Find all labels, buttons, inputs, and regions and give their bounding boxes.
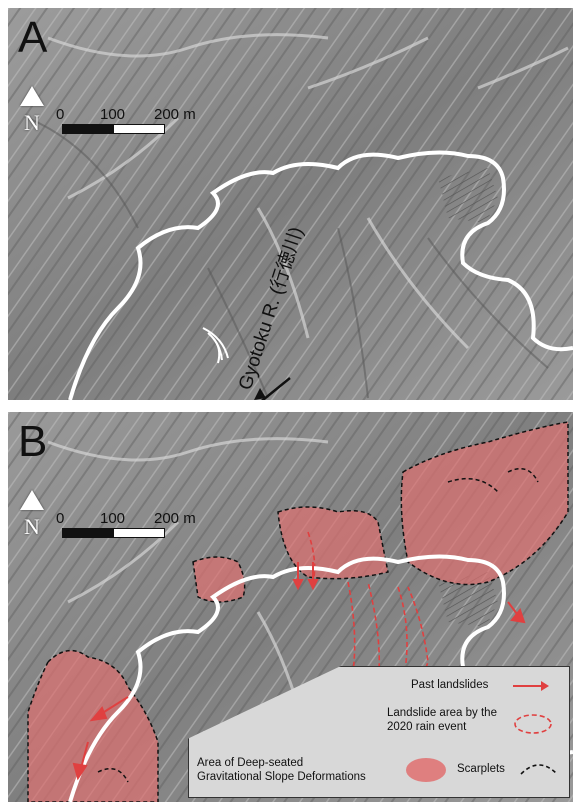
scale-bar: 0 100 200 m [56, 510, 216, 540]
legend-label-past-landslides: Past landslides [411, 679, 489, 691]
dsgsd-area-ne [400, 421, 569, 586]
hatched-area-b [438, 572, 498, 627]
past-landslide-arrows [72, 562, 526, 781]
map-panel-b: B N 0 100 200 m Past landslides Landslid… [8, 412, 573, 802]
scale-bar-white [113, 124, 165, 134]
north-label: N [24, 514, 40, 539]
north-label: N [24, 110, 40, 135]
north-arrow: N [20, 86, 44, 140]
dsgsd-areas [27, 421, 569, 802]
hatched-area-a [438, 168, 498, 223]
landslides-2020 [307, 531, 429, 687]
legend-label-scarplets: Scarplets [457, 763, 505, 775]
scarplets [97, 467, 539, 783]
scale-bar-white [113, 528, 165, 538]
map-panel-a: A N 0 100 200 m Gyotoku R. (行徳川) [8, 8, 573, 400]
dsgsd-icon [406, 758, 446, 782]
north-arrow-icon [20, 86, 44, 106]
legend-label-landslide-2020: Landslide area by the 2020 rain event [387, 707, 497, 733]
scale-bar-black [62, 528, 114, 538]
past-landslides-icon [513, 681, 549, 691]
scale-tick-0: 0 [56, 106, 65, 123]
panel-letter: A [18, 13, 48, 62]
scale-bar: 0 100 200 m [56, 106, 216, 136]
legend-label-dsgsd: Area of Deep-seated Gravitational Slope … [197, 757, 366, 783]
dsgsd-area-sw [27, 649, 159, 802]
scale-tick-100: 100 [100, 510, 126, 527]
scars-a [202, 327, 229, 364]
scale-tick-0: 0 [56, 510, 65, 527]
scarplets-icon [520, 764, 558, 775]
hillshade-terrain-a [8, 8, 573, 400]
scale-bar-black [62, 124, 114, 134]
north-arrow-icon [20, 490, 44, 510]
landslide-2020-icon [514, 714, 552, 734]
scale-tick-200: 200 m [154, 510, 196, 527]
scale-tick-200: 200 m [154, 106, 196, 123]
flow-arrow-icon [254, 377, 291, 400]
dsgsd-area-west [192, 556, 246, 603]
north-arrow: N [20, 490, 44, 544]
scale-tick-100: 100 [100, 106, 126, 123]
river-a [68, 150, 573, 400]
panel-letter: B [18, 417, 48, 466]
